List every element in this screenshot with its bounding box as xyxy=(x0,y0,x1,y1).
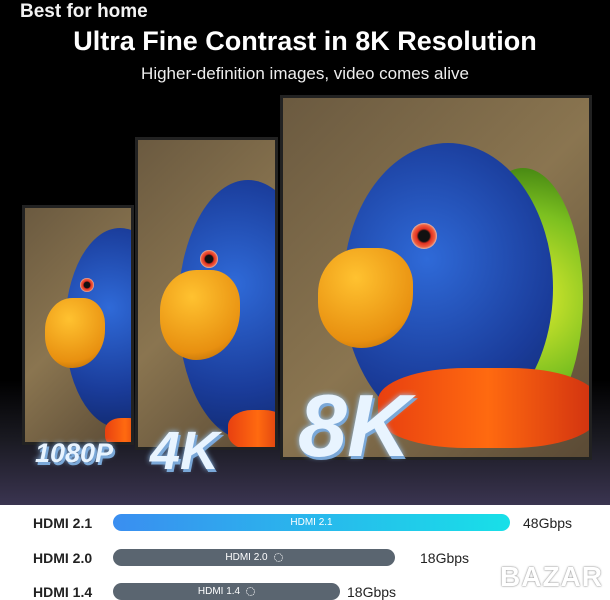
label-4k: 4K xyxy=(150,421,220,481)
parrot-chest xyxy=(378,368,589,448)
label-1080p: 1080P xyxy=(35,438,114,468)
loading-spinner-icon xyxy=(273,553,283,562)
parrot-eye xyxy=(200,250,218,268)
bar-hdmi14: HDMI 1.4 xyxy=(113,583,340,600)
speed-hdmi14: 18Gbps xyxy=(347,584,397,600)
bar-hdmi21: HDMI 2.1 xyxy=(113,514,510,531)
hero-banner: 1080P 4K 8K Best for home Ultra Fine Con… xyxy=(0,0,610,505)
parrot-chest xyxy=(105,418,131,442)
parrot-beak xyxy=(45,298,105,368)
screen-4k xyxy=(135,137,278,450)
bar-text: HDMI 2.1 xyxy=(290,517,333,528)
loading-spinner-icon xyxy=(246,587,256,596)
label-8k: 8K xyxy=(298,376,411,475)
speed-hdmi20: 18Gbps xyxy=(420,550,470,566)
hdmi-comparison: HDMI 2.1 HDMI 2.1 48Gbps HDMI 2.0 HDMI 2… xyxy=(0,505,610,600)
watermark-logo: BAZAR xyxy=(500,561,603,592)
parrot-eye xyxy=(411,223,437,249)
bar-text: HDMI 2.0 xyxy=(225,552,268,563)
speed-hdmi21: 48Gbps xyxy=(523,515,573,531)
screen-1080p xyxy=(22,205,134,445)
row-label-hdmi14: HDMI 1.4 xyxy=(33,584,93,600)
row-label-hdmi20: HDMI 2.0 xyxy=(33,550,93,566)
screen-8k xyxy=(280,95,592,460)
overlay-text: Best for home xyxy=(20,1,148,22)
page-title: Ultra Fine Contrast in 8K Resolution xyxy=(73,26,537,56)
bar-text: HDMI 1.4 xyxy=(197,586,241,597)
parrot-beak xyxy=(160,270,240,360)
parrot-chest xyxy=(228,410,275,447)
subtitle: Higher-definition images, video comes al… xyxy=(141,64,469,83)
parrot-eye xyxy=(80,278,94,292)
bar-hdmi20: HDMI 2.0 xyxy=(113,549,395,566)
parrot-beak xyxy=(318,248,413,348)
row-label-hdmi21: HDMI 2.1 xyxy=(33,515,93,531)
